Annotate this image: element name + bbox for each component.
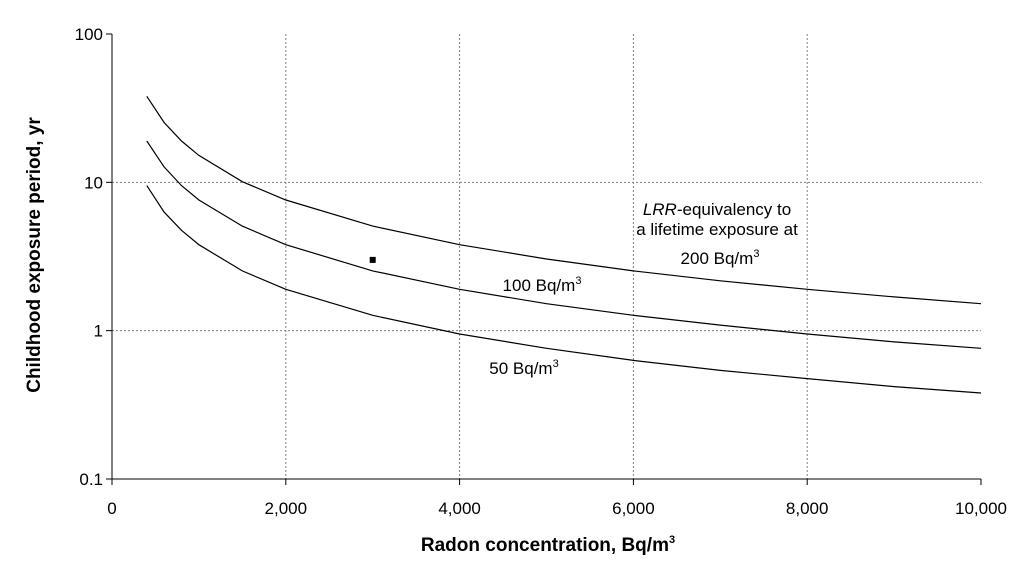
label-100: 100 Bq/m3 — [503, 275, 582, 295]
annotation-line2: a lifetime exposure at — [636, 220, 798, 239]
y-tick-label: 100 — [75, 25, 103, 44]
x-tick-label: 10,000 — [955, 499, 1007, 518]
series-line — [146, 95, 982, 305]
series-line — [146, 185, 982, 394]
x-axis-title: Radon concentration, Bq/m3 — [421, 534, 675, 556]
x-tick-label: 6,000 — [612, 499, 655, 518]
annotation-line1: LRR-equivalency to — [643, 200, 791, 219]
y-tick-label: 10 — [84, 173, 103, 192]
grid — [112, 34, 981, 479]
x-tick-label: 8,000 — [786, 499, 829, 518]
y-tick-label: 0.1 — [79, 470, 103, 489]
label-200: 200 Bq/m3 — [681, 248, 760, 268]
x-tick-label: 2,000 — [265, 499, 308, 518]
label-50: 50 Bq/m3 — [489, 358, 558, 378]
tick-labels: 0.1 1 10 100 0 2,000 4,000 6,000 8,000 10,000 — [75, 25, 1007, 518]
y-axis-title: Childhood exposure period, yr — [24, 117, 45, 393]
series-line — [146, 140, 982, 349]
series-layer — [146, 95, 982, 394]
x-tick-label: 4,000 — [438, 499, 481, 518]
data-point-marker — [369, 256, 376, 263]
y-tick-label: 1 — [94, 322, 103, 341]
x-tick-label: 0 — [107, 499, 116, 518]
axes — [106, 33, 982, 485]
